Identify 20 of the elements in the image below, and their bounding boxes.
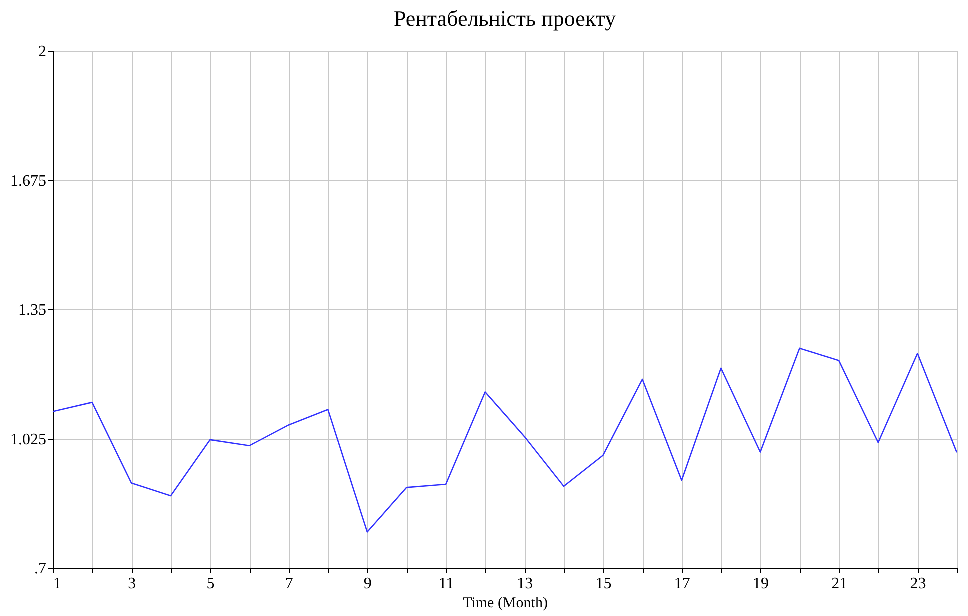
x-tick-label: 11 bbox=[438, 576, 454, 592]
y-tick-label: .7 bbox=[34, 560, 46, 578]
x-tick-label: 9 bbox=[364, 576, 372, 592]
y-tick-label: 2 bbox=[38, 44, 46, 60]
x-tick-label: 17 bbox=[674, 576, 690, 592]
x-tick-label: 15 bbox=[596, 576, 612, 592]
y-tick-label: 1.35 bbox=[18, 302, 46, 319]
line-series bbox=[52, 348, 958, 533]
x-tick-label: 23 bbox=[910, 576, 926, 592]
y-tick-label: 1.675 bbox=[10, 172, 46, 190]
x-tick-label: 21 bbox=[832, 576, 848, 592]
chart-title: Рентабельність проекту bbox=[394, 6, 616, 31]
x-tick-label: 5 bbox=[206, 576, 215, 592]
x-tick-label: 7 bbox=[285, 576, 294, 592]
x-tick-label: 19 bbox=[752, 576, 769, 592]
x-tick-label: 3 bbox=[128, 576, 136, 592]
x-axis-title: Time (Month) bbox=[463, 596, 548, 612]
x-tick-label: 13 bbox=[517, 576, 534, 592]
y-tick-label: 1.025 bbox=[10, 431, 46, 448]
x-tick-label: 1 bbox=[54, 576, 62, 592]
